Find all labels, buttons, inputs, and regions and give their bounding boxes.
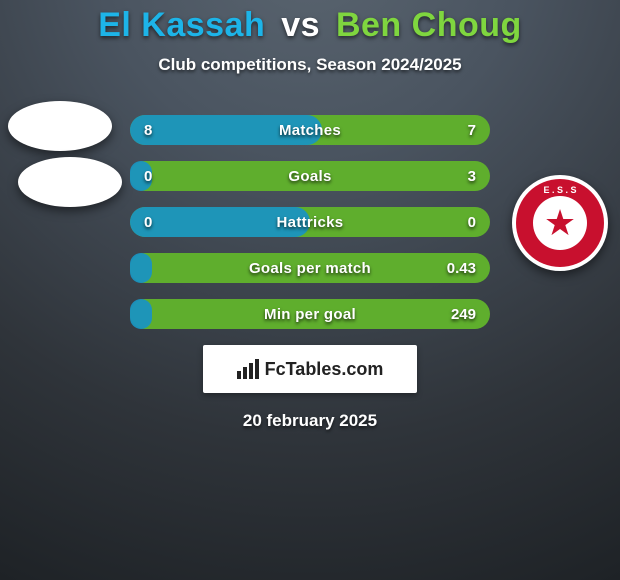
stat-row: Hattricks0 0: [130, 207, 490, 237]
comparison-title: El Kassah vs Ben Choug: [0, 0, 620, 45]
player1-name: El Kassah: [98, 6, 265, 44]
vs-text: vs: [281, 6, 320, 44]
branding-badge: FcTables.com: [203, 345, 417, 393]
stat-value-right: 249: [451, 299, 476, 329]
stat-value-right: 0: [468, 207, 476, 237]
stat-label: Min per goal: [130, 299, 490, 329]
stat-value-left: 0: [144, 207, 152, 237]
stat-row: Goals0 3: [130, 161, 490, 191]
stat-value-left: 0: [144, 161, 152, 191]
stat-row: Min per goal249: [130, 299, 490, 329]
club-badge-text: E . S . S: [516, 185, 604, 195]
stat-rows: Matches87Goals03Hattricks00Goals per mat…: [130, 115, 490, 329]
stat-label: Goals: [130, 161, 490, 191]
date-stamp: 20 february 2025: [0, 411, 620, 431]
player2-name: Ben Choug: [336, 6, 522, 44]
player1-avatar-placeholder: [8, 101, 112, 151]
club-badge: E . S . S ★: [512, 175, 608, 271]
stat-value-right: 3: [468, 161, 476, 191]
stat-row: Matches8 7: [130, 115, 490, 145]
stat-value-right: 7: [468, 115, 476, 145]
stat-label: Matches: [130, 115, 490, 145]
subtitle: Club competitions, Season 2024/2025: [0, 55, 620, 75]
stat-value-left: 8: [144, 115, 152, 145]
logo-bars-icon: [237, 359, 259, 379]
stat-label: Goals per match: [130, 253, 490, 283]
stat-label: Hattricks: [130, 207, 490, 237]
branding-text: FcTables.com: [265, 359, 384, 380]
stat-row: Goals per match0.43: [130, 253, 490, 283]
stat-value-right: 0.43: [447, 253, 476, 283]
star-icon: ★: [544, 205, 576, 241]
player1-avatar-placeholder-2: [18, 157, 122, 207]
